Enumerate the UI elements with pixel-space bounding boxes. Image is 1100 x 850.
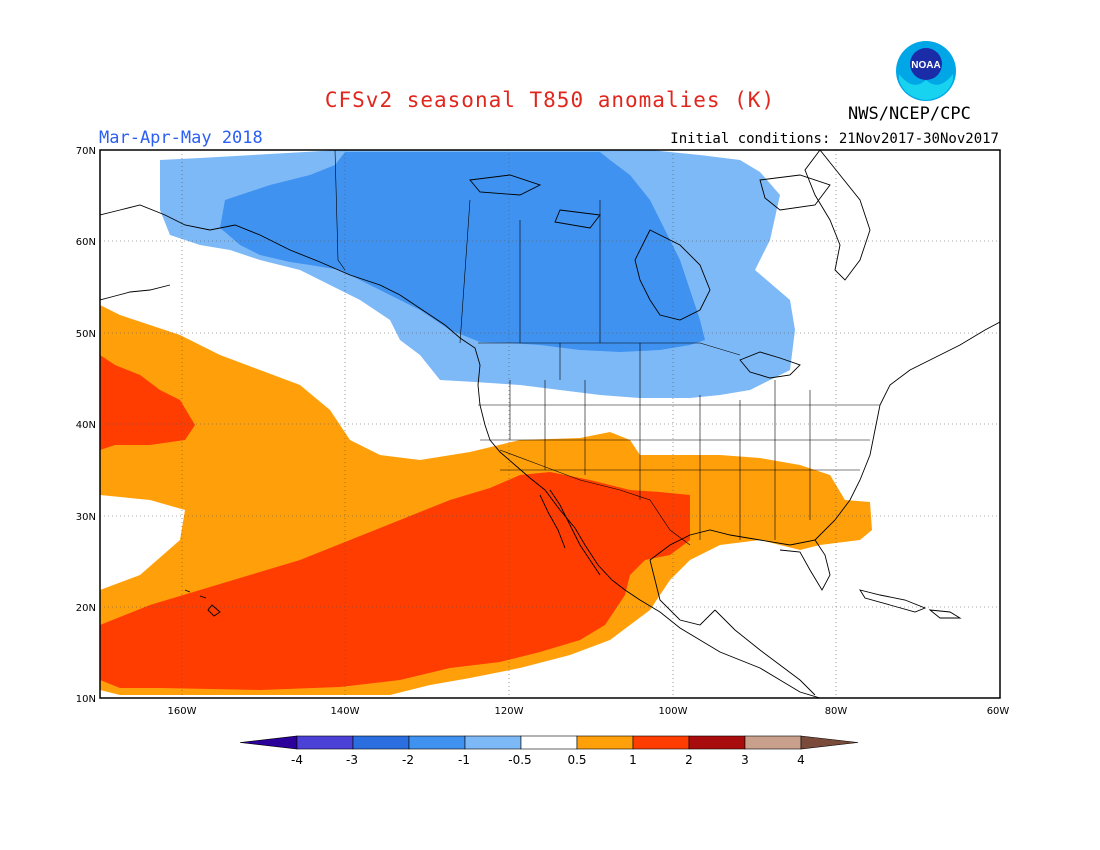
colorbar-swatch (520, 735, 578, 750)
colorbar-label: 0.5 (567, 753, 586, 767)
lat-label: 70N (76, 146, 96, 157)
lon-label: 80W (825, 706, 848, 717)
political-boundaries (334, 150, 880, 546)
lon-label: 60W (987, 706, 1010, 717)
lat-label: 50N (76, 329, 96, 340)
lat-label: 20N (76, 603, 96, 614)
lon-label: 120W (495, 706, 524, 717)
colorbar-label: -4 (291, 753, 303, 767)
red-anomaly-region-pacific (100, 355, 195, 450)
colorbar-swatch (464, 735, 522, 750)
graticule (100, 150, 1000, 698)
agency-label: NWS/NCEP/CPC (848, 104, 971, 124)
map-title: CFSv2 seasonal T850 anomalies (K) (324, 88, 776, 112)
initial-conditions-label: Initial conditions: 21Nov2017-30Nov2017 (670, 131, 999, 147)
lat-label: 40N (76, 420, 96, 431)
colorbar-swatch (688, 735, 746, 750)
colorbar-label: -0.5 (508, 753, 531, 767)
lon-label: 140W (331, 706, 360, 717)
lat-label: 10N (76, 694, 96, 705)
colorbar-swatch (408, 735, 466, 750)
lon-label: 160W (168, 706, 197, 717)
lat-label: 60N (76, 237, 96, 248)
logo-text: NOAA (911, 60, 940, 71)
colorbar-swatch (632, 735, 690, 750)
lat-label: 30N (76, 512, 96, 523)
lon-label: 100W (659, 706, 688, 717)
colorbar-swatch (576, 735, 634, 750)
noaa-logo: NOAA (896, 41, 956, 101)
colorbar-label: 2 (685, 753, 693, 767)
colorbar-swatch (352, 735, 410, 750)
red-anomaly-region-main (100, 472, 690, 690)
colorbar-label: -1 (458, 753, 470, 767)
blue-anomaly-region (220, 152, 705, 352)
colorbar-swatch (296, 735, 354, 750)
longitude-labels: 160W 140W 120W 100W 80W 60W (168, 706, 1010, 717)
colorbar-label: 4 (797, 753, 805, 767)
colorbar-arrow-low (239, 735, 298, 750)
colorbar-swatches (239, 735, 859, 750)
colorbar-label: -3 (346, 753, 358, 767)
latitude-labels: 70N 60N 50N 40N 30N 20N 10N (76, 146, 96, 705)
colorbar-label: 3 (741, 753, 749, 767)
colorbar-arrow-high (800, 735, 859, 750)
colorbar-labels: -4 -3 -2 -1 -0.5 0.5 1 2 3 4 (291, 753, 805, 767)
colorbar-label: 1 (629, 753, 637, 767)
colorbar-swatch (744, 735, 802, 750)
colorbar-label: -2 (402, 753, 414, 767)
season-label: Mar-Apr-May 2018 (99, 128, 263, 148)
map-frame (99, 149, 1001, 699)
